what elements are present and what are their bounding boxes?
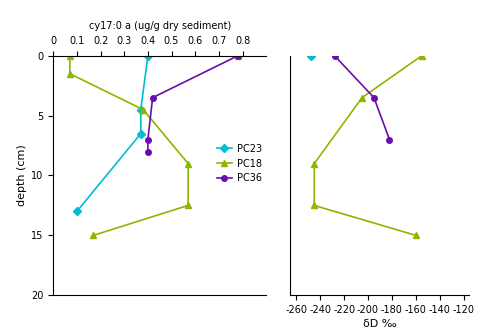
Legend: PC23, PC18, PC36: PC23, PC18, PC36	[213, 140, 266, 187]
PC18	[67, 72, 73, 76]
PC23	[145, 54, 151, 58]
Line: PC18: PC18	[67, 53, 241, 238]
PC18	[67, 54, 73, 58]
PC36	[145, 138, 151, 142]
PC23	[138, 132, 144, 135]
PC23	[138, 108, 144, 112]
X-axis label: δD ‰: δD ‰	[363, 319, 397, 328]
PC36	[150, 96, 155, 100]
Line: PC36: PC36	[145, 53, 241, 154]
PC36	[145, 150, 151, 154]
PC18	[185, 203, 191, 207]
Y-axis label: depth (cm): depth (cm)	[17, 145, 27, 206]
PC23	[74, 210, 80, 214]
PC18	[235, 54, 241, 58]
PC18	[185, 162, 191, 166]
PC18	[91, 234, 96, 237]
Line: PC23: PC23	[74, 53, 151, 214]
X-axis label: cy17:0 a (ug/g dry sediment): cy17:0 a (ug/g dry sediment)	[89, 21, 231, 31]
PC18	[140, 108, 146, 112]
PC36	[235, 54, 241, 58]
